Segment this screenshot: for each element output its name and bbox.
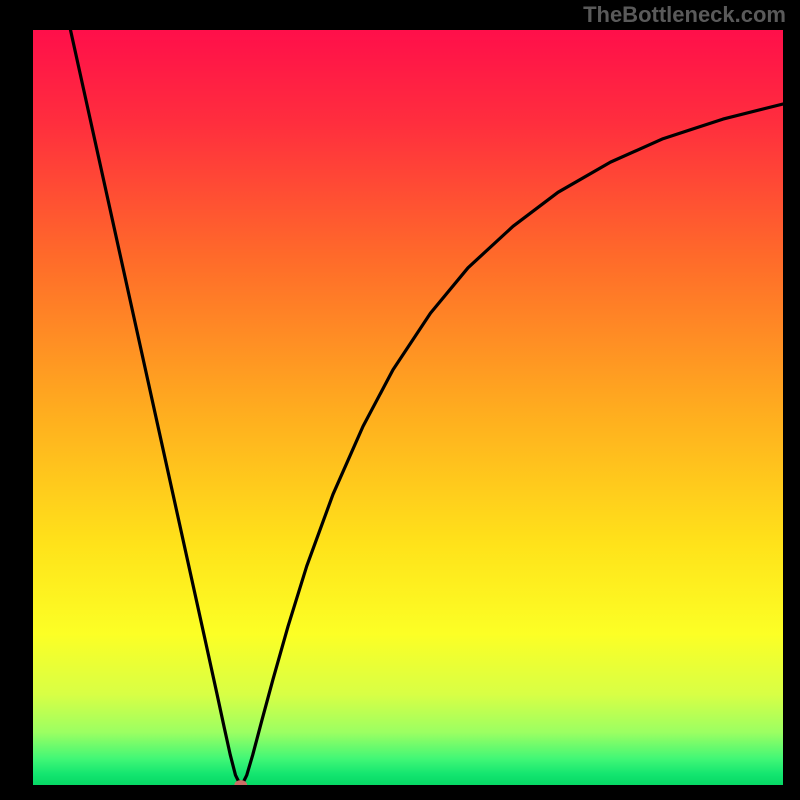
chart-background [33, 30, 783, 785]
watermark-text: TheBottleneck.com [583, 2, 786, 28]
chart-container [33, 30, 783, 785]
chart-svg [33, 30, 783, 785]
